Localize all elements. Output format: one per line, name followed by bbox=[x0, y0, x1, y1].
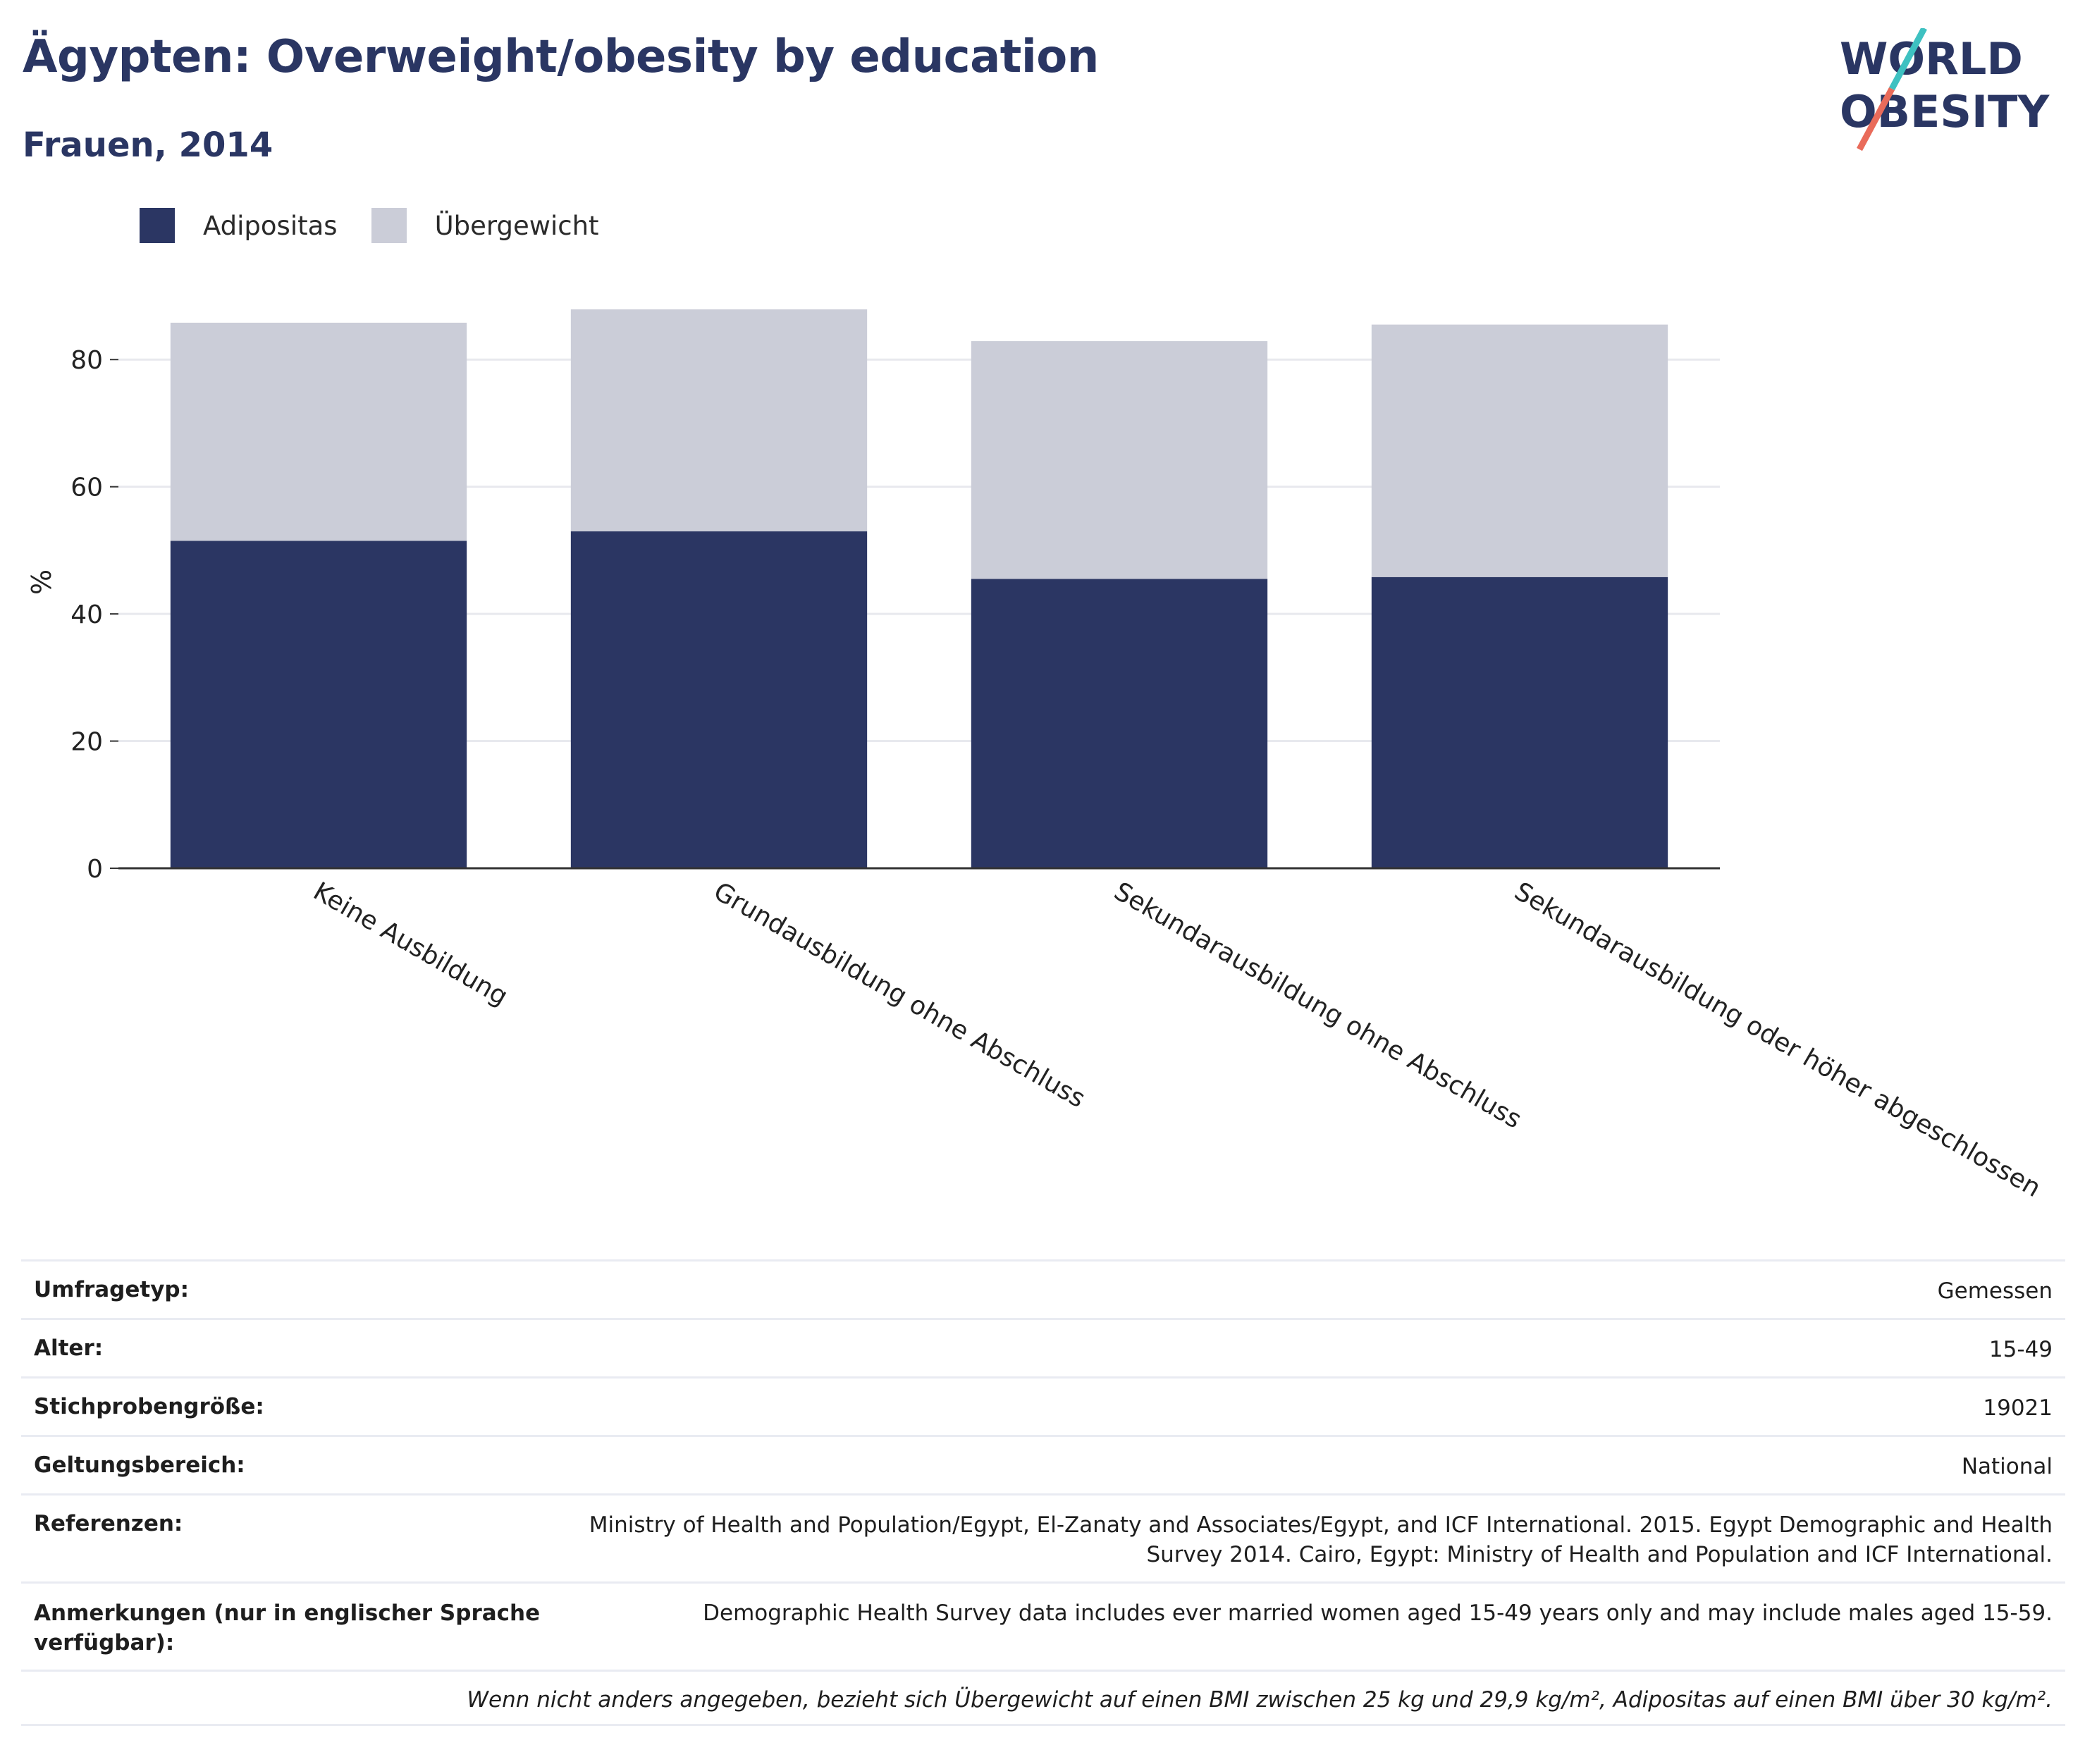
info-row-notes: Anmerkungen (nur in englischer Sprache v… bbox=[21, 1581, 2065, 1670]
notes-value: Demographic Health Survey data includes … bbox=[703, 1600, 2053, 1626]
notes-label-line-2: verfügbar): bbox=[34, 1629, 175, 1655]
world-obesity-logo: WORLD OBESITY bbox=[1840, 28, 2050, 152]
legend-label-overweight: Übergewicht bbox=[434, 210, 599, 241]
sample-size-label: Stichprobengröße: bbox=[34, 1394, 264, 1419]
bar-overweight bbox=[170, 322, 467, 541]
page-title: Ägypten: Overweight/obesity by education bbox=[23, 31, 1099, 83]
info-row-scope: Geltungsbereich: National bbox=[21, 1435, 2065, 1493]
bar-obesity bbox=[1371, 576, 1668, 868]
y-tick-label: 40 bbox=[70, 600, 103, 629]
references-value: Ministry of Health and Population/Egypt,… bbox=[541, 1495, 2065, 1581]
scope-label: Geltungsbereich: bbox=[34, 1452, 245, 1478]
x-tick-label: Grundausbildung ohne Abschluss bbox=[709, 877, 1090, 1114]
notes-label-line-1: Anmerkungen (nur in englischer Sprache bbox=[34, 1600, 541, 1626]
svg-text:WORLD: WORLD bbox=[1840, 33, 2023, 85]
survey-info-table: Umfragetyp: Gemessen Alter: 15-49 Stichp… bbox=[21, 1259, 2065, 1726]
page-subtitle: Frauen, 2014 bbox=[23, 125, 273, 165]
y-tick-label: 0 bbox=[87, 855, 103, 884]
svg-text:OBESITY: OBESITY bbox=[1840, 86, 2050, 137]
notes-label: Anmerkungen (nur in englischer Sprache v… bbox=[21, 1584, 541, 1670]
chart-legend: Adipositas Übergewicht bbox=[140, 208, 633, 243]
y-axis-label: % bbox=[26, 569, 57, 595]
references-line-2: Survey 2014. Cairo, Egypt: Ministry of H… bbox=[1146, 1541, 2053, 1567]
survey-type-value: Gemessen bbox=[1937, 1278, 2053, 1304]
stacked-bar-chart: 0 20 40 60 80% Keine Ausbildung Grundausbildu… bbox=[26, 309, 2046, 1203]
bar-obesity bbox=[971, 579, 1268, 868]
info-row-references: Referenzen: Ministry of Health and Popul… bbox=[21, 1493, 2065, 1581]
scope-value: National bbox=[1961, 1454, 2053, 1479]
bar-obesity bbox=[170, 541, 467, 868]
y-tick-label: 80 bbox=[70, 346, 103, 375]
info-row-sample-size: Stichprobengröße: 19021 bbox=[21, 1376, 2065, 1435]
references-label: Referenzen: bbox=[34, 1511, 183, 1536]
legend-swatch-overweight bbox=[371, 208, 407, 243]
bar-overweight bbox=[1371, 324, 1668, 577]
bar-overweight bbox=[570, 309, 868, 531]
x-tick-label: Keine Ausbildung bbox=[309, 877, 513, 1011]
legend-item-obesity[interactable]: Adipositas bbox=[140, 208, 338, 243]
x-tick-label: Sekundarausbildung ohne Abschluss bbox=[1109, 877, 1527, 1134]
y-tick-label: 20 bbox=[70, 728, 103, 757]
legend-label-obesity: Adipositas bbox=[203, 210, 338, 241]
legend-item-overweight[interactable]: Übergewicht bbox=[371, 208, 599, 243]
survey-type-label: Umfragetyp: bbox=[34, 1277, 189, 1302]
info-row-survey-type: Umfragetyp: Gemessen bbox=[21, 1259, 2065, 1318]
info-row-age: Alter: 15-49 bbox=[21, 1318, 2065, 1376]
sample-size-value: 19021 bbox=[1983, 1395, 2053, 1421]
bmi-footnote: Wenn nicht anders angegeben, bezieht sic… bbox=[21, 1670, 2065, 1726]
references-line-1: Ministry of Health and Population/Egypt,… bbox=[589, 1512, 2053, 1538]
y-tick-label: 60 bbox=[70, 474, 103, 502]
age-label: Alter: bbox=[34, 1336, 104, 1361]
bar-obesity bbox=[570, 531, 868, 868]
legend-swatch-obesity bbox=[140, 208, 175, 243]
age-value: 15-49 bbox=[1988, 1337, 2053, 1362]
x-tick-label: Sekundarausbildung oder höher abgeschlos… bbox=[1510, 877, 2046, 1203]
bar-overweight bbox=[971, 341, 1268, 579]
